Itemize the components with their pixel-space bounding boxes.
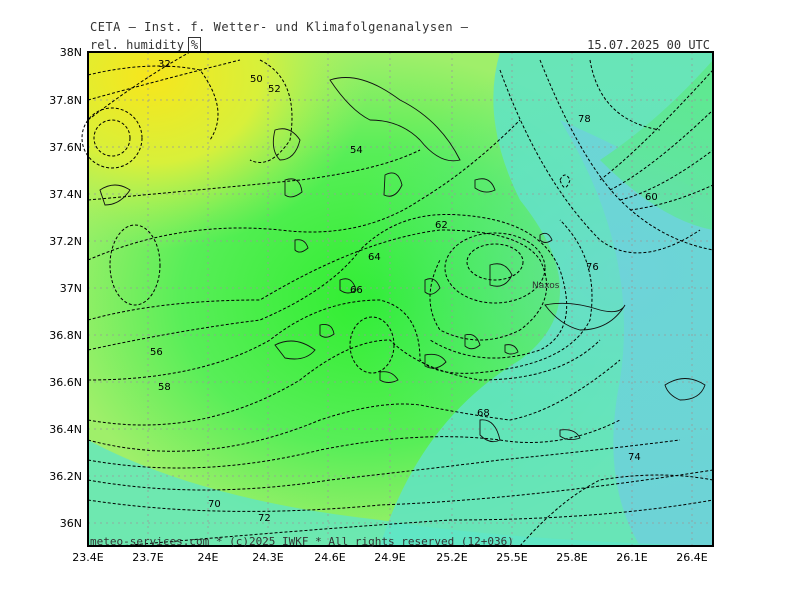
lon-tick-label: 25.2E bbox=[436, 551, 467, 564]
lon-tick-label: 25.8E bbox=[556, 551, 587, 564]
lat-tick-label: 36.4N bbox=[49, 423, 82, 436]
lon-tick-label: 23.4E bbox=[72, 551, 103, 564]
contour-label-68: 68 bbox=[477, 408, 490, 419]
variable-name: rel. humidity bbox=[90, 38, 184, 52]
humidity-contours bbox=[81, 51, 714, 547]
map-frame bbox=[87, 51, 714, 547]
coastlines bbox=[99, 77, 706, 443]
valid-time: 15.07.2025 00 UTC bbox=[587, 38, 710, 52]
contour-label-62: 62 bbox=[435, 220, 448, 231]
contour-label-60: 60 bbox=[645, 192, 658, 203]
lon-tick-label: 26.1E bbox=[616, 551, 647, 564]
contour-label-group: 32 50 52 54 56 58 60 62 64 66 68 70 72 7… bbox=[150, 59, 658, 524]
contour-label-54: 54 bbox=[350, 145, 363, 156]
variable-label: rel. humidity% bbox=[90, 37, 202, 53]
lat-tick-label: 37.8N bbox=[49, 94, 82, 107]
lat-tick-label: 37N bbox=[60, 282, 82, 295]
contour-label-74: 74 bbox=[628, 452, 641, 463]
contour-label-66: 66 bbox=[350, 285, 363, 296]
lat-tick-label: 36N bbox=[60, 517, 82, 530]
contour-label-32: 32 bbox=[158, 59, 171, 70]
lon-tick-label: 24.3E bbox=[252, 551, 283, 564]
chart-header-title: CETA — Inst. f. Wetter- und Klimafolgena… bbox=[90, 20, 469, 34]
longitude-axis: 23.4E 23.7E 24E 24.3E 24.6E 24.9E 25.2E … bbox=[72, 551, 707, 564]
contour-label-52: 52 bbox=[268, 84, 281, 95]
lon-tick-label: 26.4E bbox=[676, 551, 707, 564]
lat-tick-label: 38N bbox=[60, 46, 82, 59]
lat-tick-label: 37.2N bbox=[49, 235, 82, 248]
place-label-naxos: Naxos bbox=[532, 281, 560, 291]
lat-tick-label: 36.2N bbox=[49, 470, 82, 483]
copyright-footer: meteo-services.com * (c)2025 IWKF * All … bbox=[90, 535, 514, 548]
wet-east-overlay bbox=[88, 52, 713, 546]
contour-label-50: 50 bbox=[250, 74, 263, 85]
lat-tick-label: 36.8N bbox=[49, 329, 82, 342]
contour-label-70: 70 bbox=[208, 499, 221, 510]
contour-label-64: 64 bbox=[368, 252, 381, 263]
contour-label-56: 56 bbox=[150, 347, 163, 358]
contour-label-76: 76 bbox=[586, 262, 599, 273]
contour-label-72: 72 bbox=[258, 513, 271, 524]
lat-tick-label: 36.6N bbox=[49, 376, 82, 389]
lon-tick-label: 24.9E bbox=[374, 551, 405, 564]
lon-tick-label: 24.6E bbox=[314, 551, 345, 564]
lat-tick-label: 37.6N bbox=[49, 141, 82, 154]
lon-tick-label: 25.5E bbox=[496, 551, 527, 564]
unit-box: % bbox=[187, 37, 202, 53]
lon-tick-label: 23.7E bbox=[132, 551, 163, 564]
contour-label-78: 78 bbox=[578, 114, 591, 125]
latitude-axis: 38N 37.8N 37.6N 37.4N 37.2N 37N 36.8N 36… bbox=[49, 46, 82, 530]
lon-tick-label: 24E bbox=[198, 551, 219, 564]
lat-tick-label: 37.4N bbox=[49, 188, 82, 201]
contour-label-58: 58 bbox=[158, 382, 171, 393]
